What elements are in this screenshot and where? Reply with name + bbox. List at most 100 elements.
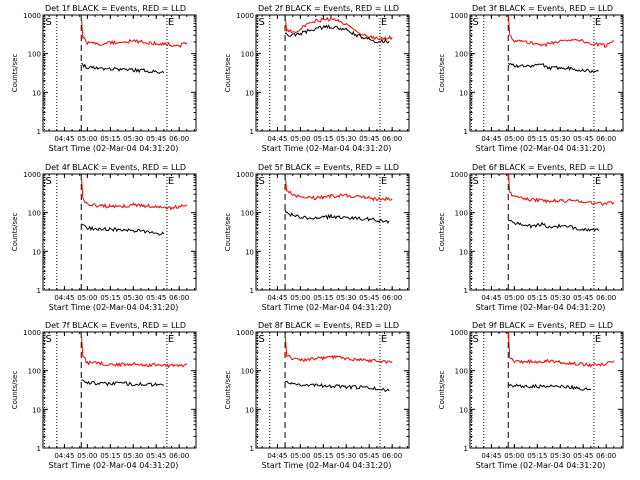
y-tick-label: 10 xyxy=(459,406,468,414)
series-line-events xyxy=(507,62,599,73)
chart-panel-6: Det 6f BLACK = Events, RED = LLD S E 1 10 100… xyxy=(438,163,624,312)
y-tick-label: 1 xyxy=(464,287,468,295)
chart-panel-2: Det 2f BLACK = Events, RED = LLD S E 1 10 100… xyxy=(224,4,410,153)
series-line-lld xyxy=(507,173,615,207)
y-tick-label: 1000 xyxy=(23,329,41,337)
y-tick-label: 100 xyxy=(28,368,41,376)
x-tick-label: 05:30 xyxy=(123,135,143,143)
end-marker-label: E xyxy=(381,17,387,28)
x-tick-label: 05:45 xyxy=(573,294,593,302)
y-tick-label: 1 xyxy=(37,287,41,295)
x-tick-label: 05:30 xyxy=(123,294,143,302)
chart-panel-7: Det 7f BLACK = Events, RED = LLD S E 1 10 100… xyxy=(11,321,197,470)
x-tick-label: 06:00 xyxy=(382,135,402,143)
y-tick-label: 100 xyxy=(28,51,41,59)
x-tick-label: 04:45 xyxy=(54,294,74,302)
y-tick-label: 100 xyxy=(455,210,468,218)
series-line-events xyxy=(81,379,164,387)
y-axis-label: Counts/sec xyxy=(438,54,446,93)
x-tick-label: 05:30 xyxy=(550,294,570,302)
x-tick-label: 04:45 xyxy=(481,294,501,302)
x-tick-label: 06:00 xyxy=(596,294,616,302)
y-tick-label: 100 xyxy=(455,51,468,59)
x-tick-label: 06:00 xyxy=(596,452,616,460)
y-tick-label: 10 xyxy=(32,248,41,256)
chart-panel-8: Det 8f BLACK = Events, RED = LLD S E 1 10 100… xyxy=(224,321,410,470)
x-axis-label: Start Time (02-Mar-04 04:31:20) xyxy=(49,461,179,470)
x-tick-label: 05:30 xyxy=(336,294,356,302)
x-tick-label: 05:45 xyxy=(359,452,379,460)
series-line-events xyxy=(508,219,599,232)
start-marker-label: S xyxy=(473,334,479,345)
x-axis-label: Start Time (02-Mar-04 04:31:20) xyxy=(262,461,392,470)
chart-panel-1: Det 1f BLACK = Events, RED = LLD S E 1 10 100… xyxy=(11,4,197,153)
x-tick-label: 05:30 xyxy=(123,452,143,460)
y-tick-label: 100 xyxy=(455,368,468,376)
x-tick-label: 05:15 xyxy=(313,452,333,460)
series-line-events xyxy=(284,24,390,44)
start-marker-label: S xyxy=(259,17,265,28)
y-tick-label: 1000 xyxy=(450,171,468,179)
x-tick-label: 05:15 xyxy=(313,135,333,143)
end-marker-label: E xyxy=(381,334,387,345)
x-tick-label: 05:00 xyxy=(77,294,97,302)
chart-title: Det 9f BLACK = Events, RED = LLD xyxy=(472,321,613,330)
series-line-lld xyxy=(507,14,615,48)
x-tick-label: 05:45 xyxy=(359,294,379,302)
start-marker-label: S xyxy=(259,334,265,345)
y-tick-label: 1 xyxy=(250,445,254,453)
x-tick-label: 05:15 xyxy=(313,294,333,302)
plot-frame xyxy=(42,331,197,449)
x-tick-label: 05:15 xyxy=(100,294,120,302)
y-axis-label: Counts/sec xyxy=(11,213,19,252)
x-tick-label: 05:15 xyxy=(527,452,547,460)
end-marker-label: E xyxy=(168,334,174,345)
y-tick-label: 10 xyxy=(459,248,468,256)
plot-frame xyxy=(469,173,624,291)
x-tick-label: 04:45 xyxy=(267,294,287,302)
series-line-lld xyxy=(80,173,188,211)
x-axis-label: Start Time (02-Mar-04 04:31:20) xyxy=(262,303,392,312)
chart-title: Det 8f BLACK = Events, RED = LLD xyxy=(258,321,399,330)
x-tick-label: 06:00 xyxy=(169,452,189,460)
chart-title: Det 4f BLACK = Events, RED = LLD xyxy=(45,163,186,172)
y-tick-label: 10 xyxy=(245,248,254,256)
chart-title: Det 7f BLACK = Events, RED = LLD xyxy=(45,321,186,330)
plot-frame xyxy=(469,14,624,132)
end-marker-label: E xyxy=(595,334,601,345)
series-line-events xyxy=(81,62,165,75)
y-axis-label: Counts/sec xyxy=(224,213,232,252)
x-tick-label: 04:45 xyxy=(267,135,287,143)
y-tick-label: 1 xyxy=(37,445,41,453)
x-tick-label: 05:30 xyxy=(550,135,570,143)
y-tick-label: 1000 xyxy=(450,329,468,337)
x-axis-label: Start Time (02-Mar-04 04:31:20) xyxy=(476,144,606,153)
series-line-lld xyxy=(80,331,187,369)
x-tick-label: 05:00 xyxy=(77,135,97,143)
plot-frame xyxy=(42,173,197,291)
series-line-lld xyxy=(284,14,393,41)
series-line-events xyxy=(507,383,592,391)
plot-frame xyxy=(469,331,624,449)
chart-panel-4: Det 4f BLACK = Events, RED = LLD S E 1 10 100… xyxy=(11,163,197,312)
x-tick-label: 05:00 xyxy=(77,452,97,460)
chart-title: Det 5f BLACK = Events, RED = LLD xyxy=(258,163,399,172)
x-tick-label: 05:15 xyxy=(527,294,547,302)
x-tick-label: 05:00 xyxy=(504,294,524,302)
y-axis-label: Counts/sec xyxy=(11,54,19,93)
y-tick-label: 1000 xyxy=(450,12,468,20)
y-tick-label: 1 xyxy=(250,287,254,295)
x-tick-label: 05:15 xyxy=(527,135,547,143)
x-tick-label: 06:00 xyxy=(169,294,189,302)
x-tick-label: 05:45 xyxy=(573,135,593,143)
y-axis-label: Counts/sec xyxy=(438,213,446,252)
y-tick-label: 10 xyxy=(32,406,41,414)
y-tick-label: 1 xyxy=(250,128,254,136)
y-tick-label: 1000 xyxy=(23,171,41,179)
y-tick-label: 100 xyxy=(241,210,254,218)
x-axis-label: Start Time (02-Mar-04 04:31:20) xyxy=(49,303,179,312)
x-axis-label: Start Time (02-Mar-04 04:31:20) xyxy=(262,144,392,153)
y-axis-label: Counts/sec xyxy=(438,371,446,410)
series-line-lld xyxy=(284,331,393,365)
x-tick-label: 04:45 xyxy=(481,452,501,460)
